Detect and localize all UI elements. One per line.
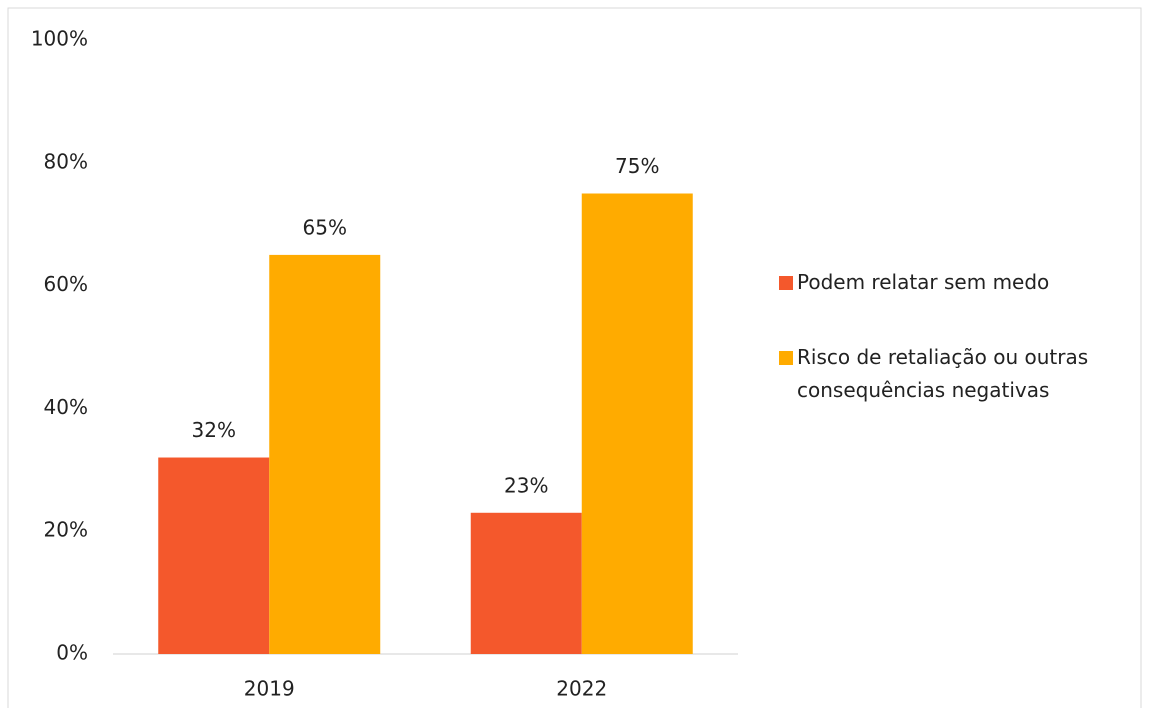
bar [470,512,582,654]
y-tick-label: 60% [44,272,88,296]
value-label: 23% [504,473,548,497]
bar [269,254,381,654]
legend-swatch [779,276,793,290]
y-tick-label: 100% [31,27,88,51]
bar [581,193,693,654]
value-label: 75% [615,154,659,178]
value-label: 65% [303,215,347,239]
legend-swatch [779,351,793,365]
chart-frame [7,7,1142,708]
y-tick-label: 20% [44,518,88,542]
bar [158,457,270,654]
legend-item: Podem relatar sem medo [779,266,1139,299]
legend-item: Risco de retaliação ou outras consequênc… [779,341,1139,407]
legend-label: Risco de retaliação ou outras consequênc… [797,345,1089,402]
y-tick-label: 40% [44,395,88,419]
x-tick-label: 2019 [244,677,295,701]
y-tick-label: 0% [56,641,88,665]
legend-label: Podem relatar sem medo [797,270,1050,294]
value-label: 32% [192,418,236,442]
x-tick-label: 2022 [556,677,607,701]
legend: Podem relatar sem medo Risco de retaliaçã… [779,266,1139,449]
y-tick-label: 80% [44,149,88,173]
